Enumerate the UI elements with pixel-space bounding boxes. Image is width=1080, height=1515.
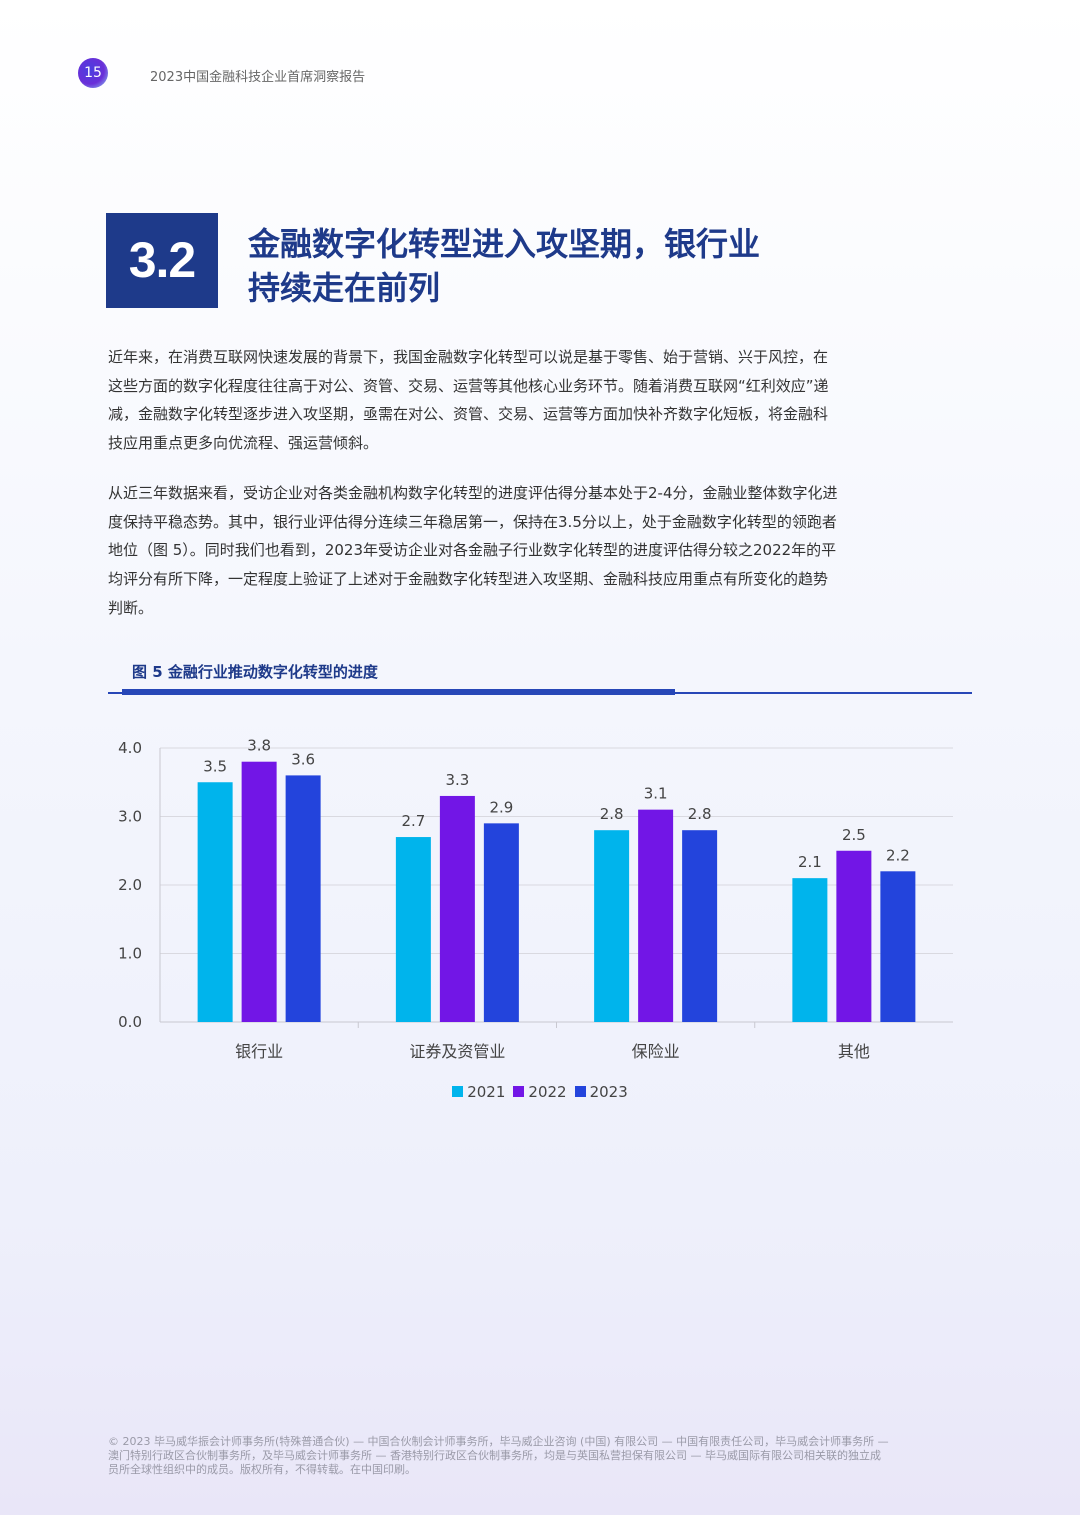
legend-label: 2023 [589, 1083, 628, 1101]
data-label: 2.8 [688, 805, 712, 823]
data-label: 3.8 [247, 737, 271, 755]
y-tick-label: 1.0 [118, 945, 142, 963]
y-tick-label: 4.0 [118, 739, 142, 757]
bar [682, 830, 718, 1022]
data-label: 3.6 [291, 750, 315, 768]
bar [638, 809, 674, 1022]
y-tick-label: 3.0 [118, 808, 142, 826]
bar [594, 830, 630, 1022]
section-title-line-1: 金融数字化转型进入攻坚期，银行业 [248, 225, 761, 263]
section-title: 金融数字化转型进入攻坚期，银行业 持续走在前列 [248, 222, 848, 310]
legend-label: 2022 [528, 1083, 567, 1101]
page-number-badge: 15 [78, 58, 108, 88]
footer-line-1: © 2023 毕马威华振会计师事务所(特殊普通合伙) — 中国合伙制会计师事务所… [108, 1435, 889, 1448]
legend-swatch [574, 1086, 586, 1097]
data-label: 2.8 [600, 805, 624, 823]
bar [241, 761, 277, 1022]
report-title: 2023中国金融科技企业首席洞察报告 [150, 70, 366, 85]
legend-item: 2021 [452, 1083, 505, 1101]
legend-item: 2023 [574, 1083, 628, 1101]
x-category-label: 银行业 [235, 1042, 283, 1061]
bar [439, 795, 475, 1022]
bar [395, 837, 431, 1022]
footer-line-3: 员所全球性组织中的成员。版权所有，不得转载。在中国印刷。 [108, 1463, 416, 1476]
legend-swatch [513, 1086, 525, 1097]
body-paragraph-1: 近年来，在消费互联网快速发展的背景下，我国金融数字化转型可以说是基于零售、始于营… [108, 348, 829, 453]
bar [836, 850, 872, 1022]
data-label: 2.9 [489, 798, 513, 816]
data-label: 3.1 [644, 785, 668, 803]
footer-line-2: 澳门特别行政区合伙制事务所，及毕马威会计师事务所 — 香港特别行政区合伙制事务所… [108, 1449, 881, 1462]
section-title-line-2: 持续走在前列 [248, 269, 441, 307]
figure-rule-accent [122, 689, 675, 695]
y-tick-label: 0.0 [118, 1013, 142, 1031]
figure-title: 图 5 金融行业推动数字化转型的进度 [132, 663, 378, 681]
data-label: 2.2 [886, 846, 910, 864]
data-label: 2.1 [798, 853, 822, 871]
legend-label: 2021 [467, 1083, 506, 1101]
data-label: 2.5 [842, 826, 866, 844]
bar [197, 782, 233, 1022]
data-label: 2.7 [401, 812, 425, 830]
section-number: 3.2 [106, 213, 218, 308]
x-category-label: 保险业 [632, 1042, 680, 1061]
chart-legend: 2021 2022 2023 [0, 1083, 1080, 1101]
copyright-footer: © 2023 毕马威华振会计师事务所(特殊普通合伙) — 中国合伙制会计师事务所… [108, 1435, 973, 1477]
bar [483, 823, 519, 1022]
data-label: 3.3 [445, 771, 469, 789]
bar-chart: 0.0 1.0 2.0 3.0 4.0 3.5 3.8 3.6 银行业 2.7 3.3 2.9 证券及资… [118, 737, 953, 1061]
bar [792, 878, 828, 1022]
legend-item: 2022 [513, 1083, 567, 1101]
legend-swatch [452, 1086, 464, 1097]
bar [880, 871, 916, 1022]
x-category-label: 证券及资管业 [409, 1042, 505, 1061]
x-category-label: 其他 [838, 1042, 870, 1061]
y-tick-label: 2.0 [118, 876, 142, 894]
body-paragraph-2: 从近三年数据来看，受访企业对各类金融机构数字化转型的进度评估得分基本处于2-4分… [108, 484, 838, 617]
data-label: 3.5 [203, 757, 227, 775]
bar [285, 775, 321, 1022]
